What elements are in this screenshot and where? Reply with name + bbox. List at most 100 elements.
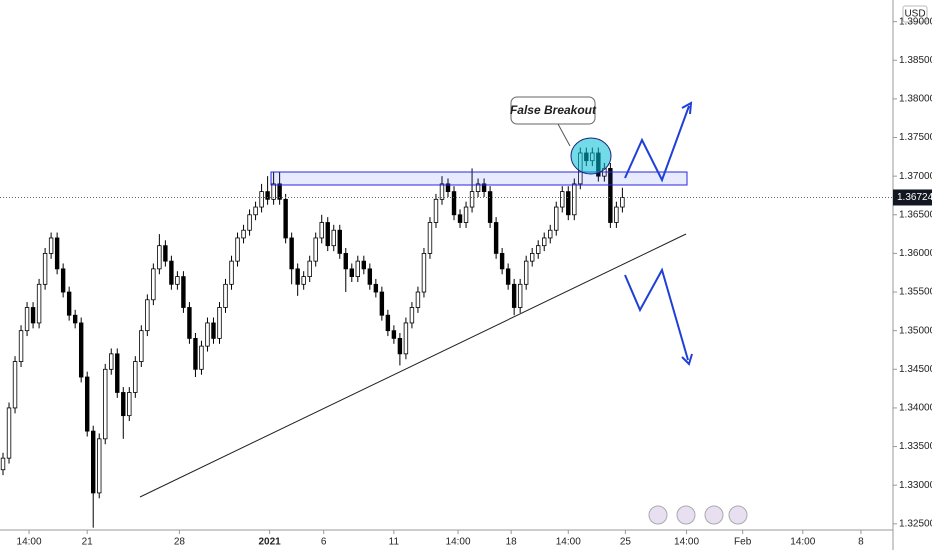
candle-body bbox=[0, 457, 6, 471]
highlight-circle bbox=[570, 137, 612, 175]
candle-body bbox=[614, 206, 619, 223]
candle-body bbox=[373, 283, 379, 293]
y-tick-label: 1.37000 bbox=[899, 171, 932, 182]
x-tick-label: 14:00 bbox=[674, 537, 699, 548]
y-tick-label: 1.37500 bbox=[899, 132, 932, 143]
callout-text: False Breakout bbox=[510, 103, 597, 117]
candle-body bbox=[103, 368, 108, 440]
candle-body bbox=[187, 307, 192, 339]
y-tick-label: 1.36000 bbox=[899, 248, 932, 259]
candle-body bbox=[361, 260, 367, 270]
candle-body bbox=[367, 268, 373, 285]
candle-body bbox=[175, 276, 180, 285]
candle-body bbox=[181, 276, 186, 308]
up-arrow-head bbox=[681, 101, 693, 115]
candle-body bbox=[66, 291, 72, 316]
y-tick-label: 1.35000 bbox=[899, 325, 932, 336]
y-tick-label: 1.36500 bbox=[899, 209, 932, 220]
x-tick-label: Feb bbox=[734, 537, 752, 548]
candle-body bbox=[343, 253, 348, 270]
event-icon bbox=[676, 505, 696, 525]
x-tick-label: 2021 bbox=[258, 537, 281, 548]
callout-tail bbox=[557, 123, 571, 147]
candle-body bbox=[78, 322, 84, 378]
candle-body bbox=[542, 237, 547, 247]
candle-body bbox=[421, 253, 427, 293]
candle-body bbox=[253, 206, 258, 216]
y-tick-label: 1.39000 bbox=[899, 16, 932, 27]
candle-body bbox=[72, 314, 78, 324]
down-arrow bbox=[624, 267, 689, 361]
candle-body bbox=[115, 353, 120, 393]
x-tick-label: 14:00 bbox=[556, 537, 581, 548]
candle-body bbox=[211, 322, 216, 339]
candle-body bbox=[469, 191, 475, 208]
candle-body bbox=[403, 322, 409, 355]
drawings: False Breakout bbox=[139, 96, 693, 498]
candle-body bbox=[60, 268, 66, 293]
x-tick-label: 11 bbox=[389, 537, 400, 548]
candle-body bbox=[301, 276, 306, 285]
candle-body bbox=[139, 330, 144, 362]
x-tick-label: 8 bbox=[858, 537, 864, 548]
down-arrow-head bbox=[681, 353, 693, 366]
callout-box bbox=[510, 96, 596, 125]
candle-body bbox=[121, 392, 126, 417]
candle-body bbox=[608, 168, 613, 223]
candle-body bbox=[313, 237, 318, 262]
candle-body bbox=[36, 283, 42, 324]
candle-body bbox=[30, 307, 36, 324]
candle-body bbox=[517, 283, 523, 308]
candle-body bbox=[229, 260, 234, 285]
up-arrow bbox=[624, 105, 690, 183]
trend-line bbox=[139, 233, 687, 498]
y-tick-label: 1.33500 bbox=[899, 441, 932, 452]
candle-body bbox=[157, 245, 162, 270]
x-tick-label: 14:00 bbox=[790, 537, 815, 548]
candle-body bbox=[18, 330, 24, 362]
candle-body bbox=[415, 291, 421, 308]
candle-body bbox=[457, 214, 463, 223]
y-tick-label: 1.34500 bbox=[899, 364, 932, 375]
candle-body bbox=[133, 361, 138, 393]
candle-body bbox=[169, 260, 174, 285]
y-tick-label: 1.38500 bbox=[899, 55, 932, 66]
candle-body bbox=[379, 291, 385, 316]
y-tick-label: 1.32500 bbox=[899, 518, 932, 529]
currency-label: USD bbox=[904, 9, 925, 20]
candle-body bbox=[511, 283, 517, 308]
last-price-box bbox=[893, 189, 932, 206]
candle-body bbox=[54, 237, 60, 270]
candle-body bbox=[6, 407, 12, 459]
candle-body bbox=[24, 307, 30, 332]
x-tick-label: 25 bbox=[620, 537, 632, 548]
candle-body bbox=[385, 314, 391, 332]
event-icon bbox=[704, 505, 724, 525]
candle-body bbox=[247, 214, 252, 231]
candle-body bbox=[295, 268, 300, 285]
candle-body bbox=[427, 222, 433, 254]
event-icons bbox=[648, 505, 748, 525]
event-icon bbox=[648, 505, 668, 525]
event-icon bbox=[728, 505, 748, 525]
candle-body bbox=[84, 376, 90, 432]
candle-body bbox=[463, 206, 469, 223]
candle-body bbox=[554, 206, 559, 231]
candle-body bbox=[145, 299, 150, 332]
candle-body bbox=[487, 191, 493, 223]
candle-body bbox=[505, 268, 511, 285]
candle-body bbox=[481, 183, 487, 193]
resistance-zone bbox=[270, 171, 688, 186]
candle-body bbox=[445, 183, 451, 193]
x-tick-label: 6 bbox=[321, 537, 327, 548]
last-price-label: 1.36724 bbox=[897, 192, 932, 203]
candle-body bbox=[560, 191, 565, 208]
candle-body bbox=[277, 183, 282, 200]
candle-body bbox=[475, 183, 481, 193]
x-tick-label: 14:00 bbox=[17, 537, 42, 548]
candle-body bbox=[42, 253, 48, 285]
candle-body bbox=[319, 222, 324, 239]
x-tick-label: 14:00 bbox=[446, 537, 471, 548]
candle-body bbox=[548, 229, 553, 239]
